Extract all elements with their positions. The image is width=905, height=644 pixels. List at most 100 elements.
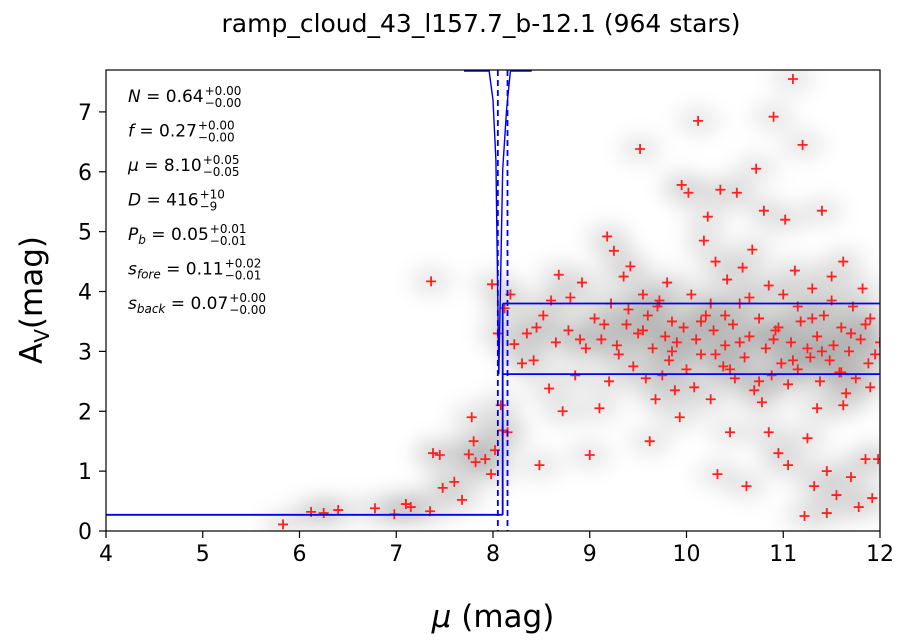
data-point-174 — [710, 349, 721, 360]
data-point-166 — [812, 403, 823, 414]
data-point-162 — [838, 400, 849, 411]
data-point-154 — [860, 454, 871, 465]
data-point-9 — [428, 448, 439, 459]
x-tick-label: 4 — [99, 542, 113, 567]
data-point-17 — [470, 457, 481, 468]
data-point-135 — [815, 376, 826, 387]
y-axis-label: AV(mag) — [14, 236, 54, 364]
data-point-70 — [657, 370, 668, 381]
data-point-156 — [865, 313, 876, 324]
data-point-13 — [457, 494, 468, 505]
data-point-141 — [828, 340, 839, 351]
data-point-83 — [689, 382, 700, 393]
data-point-42 — [565, 292, 576, 303]
data-point-38 — [550, 337, 561, 348]
data-point-41 — [563, 325, 574, 336]
data-point-134 — [812, 331, 823, 342]
data-point-128 — [797, 139, 808, 150]
data-point-45 — [577, 277, 588, 288]
data-point-178 — [860, 319, 871, 330]
data-point-153 — [857, 283, 868, 294]
x-axis-symbol: μ — [431, 599, 452, 635]
data-point-39 — [553, 269, 564, 280]
data-point-86 — [696, 349, 707, 360]
data-point-91 — [708, 325, 719, 336]
plot-area — [106, 70, 880, 531]
data-point-82 — [686, 289, 697, 300]
data-point-34 — [534, 460, 545, 471]
data-point-4 — [369, 503, 380, 514]
data-point-138 — [821, 508, 832, 519]
data-point-77 — [674, 412, 685, 423]
data-point-123 — [785, 337, 796, 348]
data-point-185 — [807, 313, 818, 324]
parameter-lower-error: −9 — [200, 200, 218, 214]
data-point-40 — [557, 406, 568, 417]
data-point-36 — [544, 383, 555, 394]
data-point-49 — [594, 403, 605, 414]
data-point-58 — [621, 319, 632, 330]
data-point-158 — [870, 349, 880, 360]
data-point-97 — [722, 274, 733, 285]
data-point-2 — [318, 508, 329, 519]
data-point-164 — [783, 460, 794, 471]
data-point-132 — [807, 283, 818, 294]
data-point-147 — [844, 346, 855, 357]
parameter-upper-error: +0.02 — [225, 257, 262, 271]
data-point-0 — [278, 519, 289, 530]
data-point-183 — [725, 364, 736, 375]
data-point-78 — [676, 179, 687, 190]
data-point-43 — [570, 370, 581, 381]
parameter-upper-error: +0.00 — [198, 119, 235, 133]
data-point-124 — [787, 73, 798, 84]
data-point-168 — [744, 292, 755, 303]
data-point-142 — [831, 490, 842, 501]
data-point-190 — [816, 346, 827, 357]
data-point-59 — [625, 261, 636, 272]
parameter-lower-error: −0.01 — [210, 234, 247, 248]
parameter-lower-error: −0.00 — [229, 303, 266, 317]
data-point-186 — [836, 367, 847, 378]
data-point-163 — [802, 433, 813, 444]
parameter-lower-error: −0.00 — [205, 96, 242, 110]
data-point-105 — [741, 481, 752, 492]
data-point-57 — [618, 271, 629, 282]
data-point-89 — [702, 211, 713, 222]
data-point-179 — [734, 337, 745, 348]
data-point-66 — [644, 436, 655, 447]
data-point-165 — [763, 427, 774, 438]
data-point-115 — [766, 370, 777, 381]
data-point-169 — [773, 322, 784, 333]
data-point-170 — [720, 310, 731, 321]
density-blob-157 — [850, 484, 880, 513]
y-tick-label: 5 — [78, 221, 92, 246]
data-point-26 — [499, 303, 510, 314]
data-point-121 — [780, 214, 791, 225]
y-tick-label: 2 — [78, 400, 92, 425]
data-point-16 — [468, 436, 479, 447]
parameter-annotations: N = 0.64 +0.00−0.00f = 0.27 +0.00−0.00μ = … — [127, 84, 266, 317]
parameter-5: sfore = 0.11 — [128, 260, 224, 282]
data-point-87 — [698, 235, 709, 246]
data-point-131 — [805, 352, 816, 363]
data-point-84 — [691, 334, 702, 345]
x-tick-label: 6 — [293, 542, 307, 567]
x-axis-unit: (mag) — [461, 599, 554, 635]
data-point-103 — [737, 262, 748, 273]
data-point-116 — [768, 111, 779, 122]
data-point-71 — [660, 331, 671, 342]
data-point-177 — [845, 328, 856, 339]
data-point-160 — [875, 337, 880, 348]
data-point-96 — [720, 340, 731, 351]
data-point-62 — [635, 144, 646, 155]
data-point-29 — [509, 339, 520, 350]
data-point-52 — [604, 376, 615, 387]
data-point-93 — [712, 469, 723, 480]
data-point-7 — [405, 502, 416, 513]
data-point-112 — [758, 205, 769, 216]
data-point-161 — [821, 466, 832, 477]
data-point-44 — [575, 334, 586, 345]
data-point-65 — [642, 310, 653, 321]
data-point-85 — [693, 115, 704, 126]
x-tick-label: 9 — [583, 542, 597, 567]
